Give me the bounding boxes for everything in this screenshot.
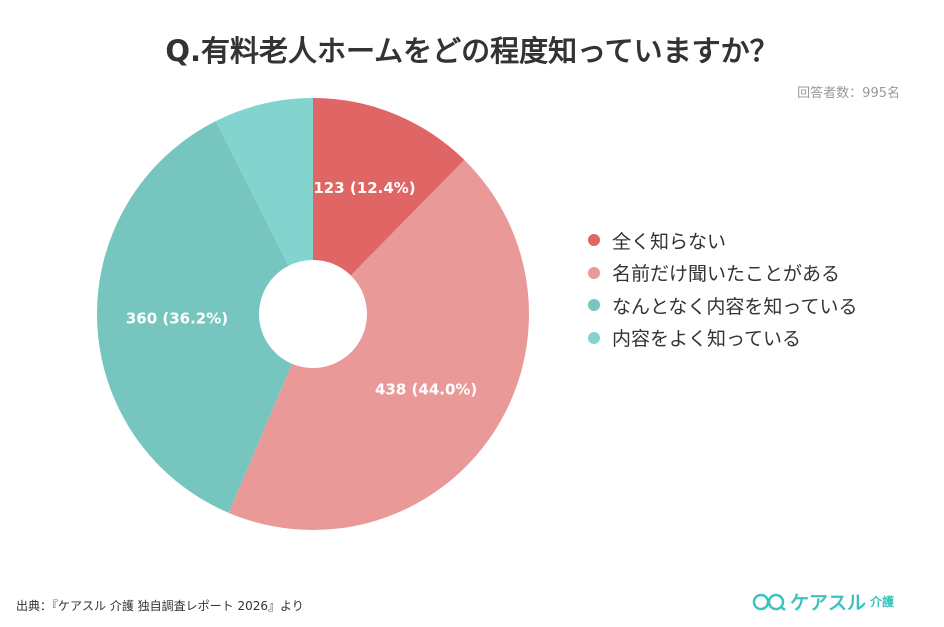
pie-slice [215,98,313,266]
pie-slice [228,159,530,531]
pie-slice [96,121,292,513]
logo: ケアスル 介護 [752,588,894,615]
legend-marker [588,234,600,247]
data-label: 123 (12.4%) [313,179,415,197]
legend-label: 内容をよく知っている [612,328,802,351]
legend-item: 名前だけ聞いたことがある [588,257,857,290]
legend-label: なんとなく内容を知っている [612,295,858,318]
source-note: 出典：『ケアスル 介護 独自調査レポート 2026』より [16,599,304,613]
legend-item: 内容をよく知っている [588,322,857,355]
legend-label: 名前だけ聞いたことがある [612,263,841,286]
legend-label: 全く知らない [612,230,727,253]
logo-sub: 介護 [870,595,895,609]
legend-marker [588,331,600,344]
logo-faces-icon [752,593,786,611]
data-label: 438 (44.0%) [375,381,477,399]
data-label: 360 (36.2%) [126,310,228,328]
chart-title: Q.有料老人ホームをどの程度知っていますか？ [165,34,779,68]
pie-slice [313,98,465,276]
logo-text: ケアスル [790,592,867,614]
legend-marker [588,299,600,312]
legend: 全く知らない名前だけ聞いたことがある なんとなく内容を知っている 内容をよく知ってい… [588,224,857,354]
legend-item: 全く知らない [588,224,857,257]
legend-marker [588,266,600,279]
legend-item: なんとなく内容を知っている [588,289,857,322]
respondent-count: 回答者数：995名 [797,86,900,101]
